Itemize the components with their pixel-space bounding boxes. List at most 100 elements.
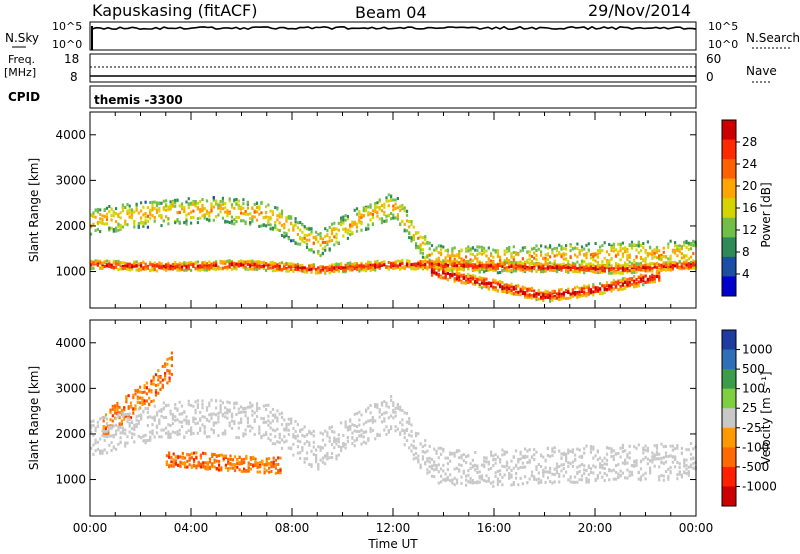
echo-cell [387, 265, 390, 269]
echo-cell [287, 265, 290, 269]
echo-cell [635, 248, 638, 252]
echo-cell [664, 454, 668, 458]
echo-cell [560, 253, 563, 257]
echo-cell [90, 232, 93, 236]
echo-cell [571, 294, 574, 298]
echo-cell [390, 217, 393, 221]
echo-cell [612, 271, 615, 275]
echo-cell [403, 411, 406, 415]
echo-cell [328, 225, 331, 229]
echo-cell [421, 263, 424, 267]
echo-cell [246, 201, 249, 205]
echo-cell [335, 236, 338, 240]
echo-cell [342, 227, 345, 231]
echo-cell [219, 260, 222, 263]
echo-cell [172, 452, 175, 456]
echo-cell [387, 213, 390, 217]
echo-cell [146, 415, 149, 419]
echo-cell [624, 277, 627, 281]
echo-cell [560, 247, 563, 251]
echo-cell [346, 231, 349, 235]
echo-cell [224, 206, 227, 210]
echo-cell [128, 430, 131, 434]
echo-cell [512, 258, 515, 262]
echo-cell [458, 261, 461, 265]
echo-cell [292, 426, 295, 430]
echo-cell [455, 253, 459, 257]
echo-cell [546, 252, 549, 256]
echo-cell [465, 263, 468, 267]
echo-cell [492, 255, 495, 259]
echo-cell [224, 463, 227, 467]
echo-cell [476, 253, 479, 256]
echo-cell [576, 480, 579, 484]
echo-cell [228, 221, 231, 224]
echo-cell [549, 255, 552, 259]
echo-cell [649, 246, 652, 250]
echo-cell [560, 297, 563, 301]
echo-cell [458, 256, 461, 259]
echo-cell [505, 283, 509, 287]
echo-cell [385, 425, 388, 429]
echo-cell [533, 458, 536, 462]
echo-cell [274, 262, 277, 265]
echo-cell [242, 265, 245, 269]
echo-cell [512, 455, 515, 459]
echo-cell [633, 271, 636, 274]
echo-cell [424, 265, 427, 269]
echo-cell [617, 271, 620, 275]
echo-cell [671, 264, 674, 268]
echo-cell [390, 395, 393, 399]
echo-cell [426, 255, 429, 259]
echo-cell [594, 259, 597, 263]
echo-cell [460, 454, 463, 458]
echo-cell [303, 457, 306, 461]
echo-cell [237, 426, 240, 430]
echo-cell [287, 228, 290, 232]
echo-cell [176, 265, 179, 269]
echo-cell [517, 483, 520, 487]
echo-cell [517, 460, 520, 464]
echo-cell [215, 421, 218, 425]
echo-cell [149, 435, 152, 439]
echo-cell [152, 375, 155, 379]
echo-cell [524, 447, 527, 451]
echo-cell [217, 205, 220, 209]
echo-cell [510, 253, 513, 257]
echo-cell [424, 242, 427, 246]
echo-cell [583, 286, 586, 290]
echo-cell [212, 198, 215, 202]
echo-cell [197, 461, 200, 465]
echo-cell [658, 254, 661, 258]
echo-cell [528, 293, 531, 297]
echo-cell [669, 260, 672, 264]
echo-cell [515, 261, 518, 265]
echo-cell [415, 456, 418, 460]
echo-cell [385, 404, 388, 408]
echo-cell [305, 238, 309, 242]
echo-cell [90, 213, 93, 217]
echo-cell [337, 445, 340, 448]
echo-cell [558, 465, 561, 468]
echo-cell [528, 261, 531, 265]
echo-cell [159, 388, 162, 392]
echo-cell [112, 265, 115, 269]
echo-cell [639, 255, 643, 259]
echo-cell [149, 208, 152, 212]
echo-cell [267, 423, 270, 427]
echo-cell [149, 212, 152, 216]
echo-cell [587, 287, 590, 291]
echo-cell [371, 267, 374, 271]
echo-cell [639, 280, 643, 284]
echo-cell [140, 413, 143, 417]
echo-cell [360, 215, 363, 219]
echo-cell [144, 265, 147, 269]
echo-cell [211, 462, 214, 466]
echo-cell [310, 248, 313, 252]
echo-cell [157, 375, 160, 379]
echo-cell [378, 266, 381, 270]
echo-cell [333, 228, 336, 231]
echo-cell [187, 197, 190, 201]
echo-cell [317, 240, 320, 244]
echo-cell [260, 211, 263, 215]
